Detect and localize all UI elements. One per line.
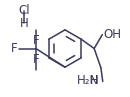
Text: F: F [11, 42, 17, 55]
Text: H₂N: H₂N [77, 74, 99, 87]
Text: H: H [20, 17, 29, 30]
Text: F: F [32, 34, 39, 47]
Text: Cl: Cl [19, 4, 30, 17]
Text: OH: OH [103, 28, 121, 41]
Text: H: H [90, 74, 99, 87]
Text: F: F [32, 53, 39, 66]
